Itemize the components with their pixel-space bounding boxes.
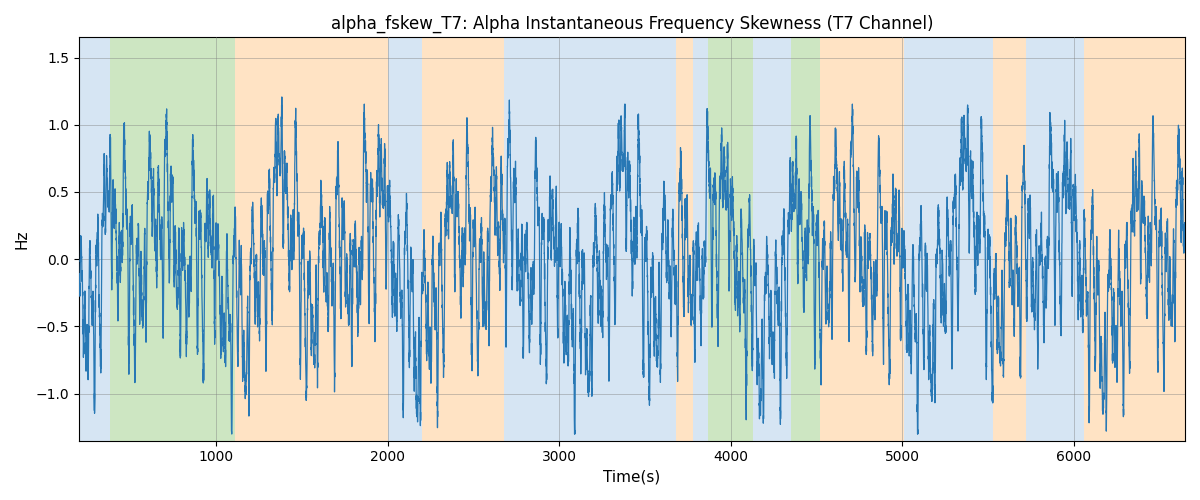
Bar bbox=[235, 38, 388, 440]
Bar bbox=[1084, 38, 1186, 440]
Bar bbox=[992, 38, 1026, 440]
Bar bbox=[422, 38, 504, 440]
Bar bbox=[708, 38, 752, 440]
Bar bbox=[676, 38, 692, 440]
Bar bbox=[791, 38, 820, 440]
Bar bbox=[109, 38, 235, 440]
Bar bbox=[904, 38, 992, 440]
X-axis label: Time(s): Time(s) bbox=[604, 470, 660, 485]
Bar bbox=[388, 38, 422, 440]
Bar bbox=[504, 38, 676, 440]
Bar bbox=[79, 38, 109, 440]
Bar bbox=[692, 38, 708, 440]
Title: alpha_fskew_T7: Alpha Instantaneous Frequency Skewness (T7 Channel): alpha_fskew_T7: Alpha Instantaneous Freq… bbox=[331, 15, 934, 34]
Bar bbox=[1026, 38, 1084, 440]
Bar bbox=[820, 38, 904, 440]
Y-axis label: Hz: Hz bbox=[14, 230, 30, 249]
Bar bbox=[752, 38, 791, 440]
